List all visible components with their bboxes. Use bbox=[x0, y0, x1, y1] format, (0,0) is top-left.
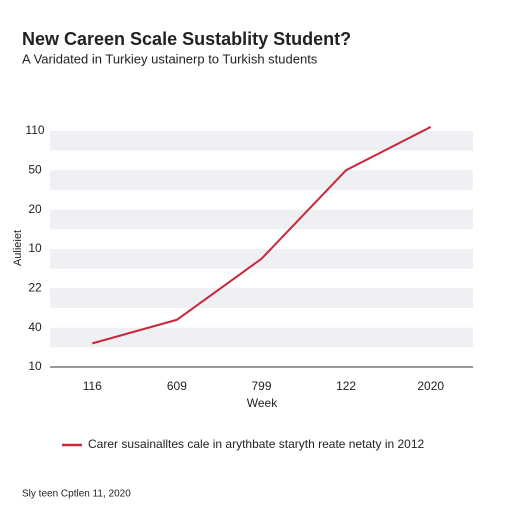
x-tick-label: 609 bbox=[167, 379, 187, 393]
legend-label: Carer susainalltes cale in arythbate sta… bbox=[88, 437, 425, 451]
chart-title: New Careen Scale Sustablity Student? bbox=[22, 29, 351, 49]
x-axis-label: Week bbox=[247, 396, 278, 410]
x-tick-label: 799 bbox=[251, 379, 271, 393]
y-tick-label: 22 bbox=[28, 280, 42, 294]
grid-band bbox=[50, 209, 473, 230]
y-tick-label: 40 bbox=[28, 320, 42, 334]
data-line bbox=[92, 126, 432, 345]
x-tick-label: 122 bbox=[336, 379, 356, 393]
x-tick-label: 116 bbox=[83, 379, 102, 393]
grid-band bbox=[50, 130, 473, 151]
chart-subtitle: A Varidated in Turkiey ustainerp to Turk… bbox=[22, 51, 318, 66]
x-tick-label: 2020 bbox=[417, 379, 444, 393]
y-tick-label: 10 bbox=[28, 241, 42, 255]
y-tick-label: 10 bbox=[28, 359, 42, 373]
y-axis-label: Aulieiet bbox=[12, 230, 24, 266]
footer: Sly teen Cptlen 11, 2020 bbox=[22, 489, 131, 500]
grid-band bbox=[50, 288, 473, 308]
y-tick-label: 50 bbox=[28, 162, 42, 176]
grid-band bbox=[50, 170, 473, 190]
y-tick-label: 20 bbox=[28, 202, 42, 216]
grid-band bbox=[50, 327, 473, 348]
y-tick-label: 110 bbox=[25, 123, 44, 137]
